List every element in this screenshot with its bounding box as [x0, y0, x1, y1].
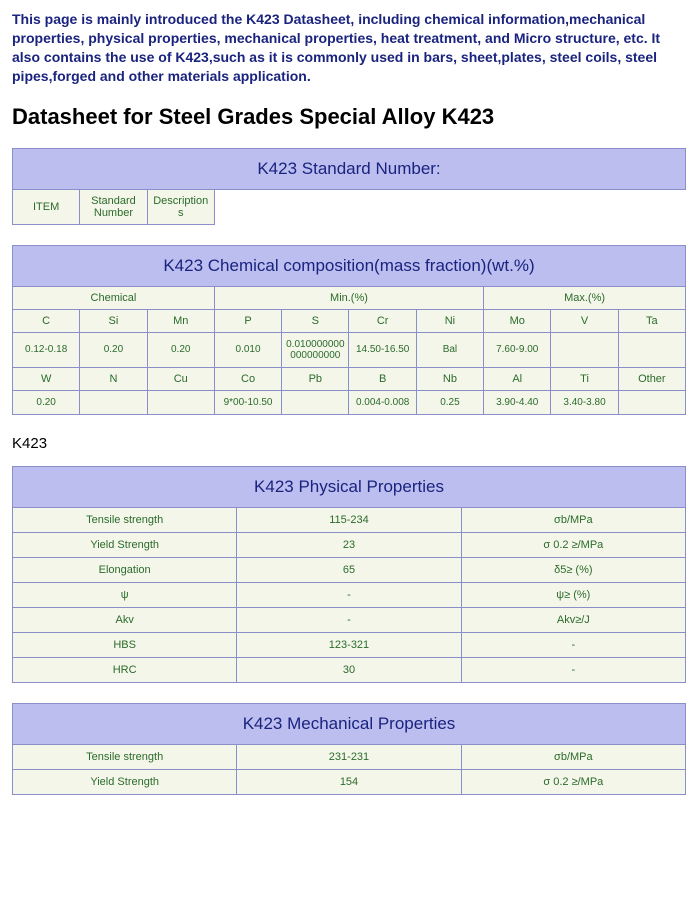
chem-row1-values: 0.12-0.18 0.20 0.20 0.010 0.010000000000… — [13, 332, 686, 367]
table-row: ψ - ψ≥ (%) — [13, 582, 686, 607]
table-row: Tensile strength 231-231 σb/MPa — [13, 744, 686, 769]
table-row: Tensile strength 115-234 σb/MPa — [13, 507, 686, 532]
physical-title: K423 Physical Properties — [13, 466, 686, 507]
table-row: Yield Strength 23 σ 0.2 ≥/MPa — [13, 532, 686, 557]
standard-title: K423 Standard Number: — [13, 148, 686, 189]
table-row: Yield Strength 154 σ 0.2 ≥/MPa — [13, 769, 686, 794]
table-row: HRC 30 - — [13, 657, 686, 682]
chem-group-max: Max.(%) — [484, 286, 686, 309]
table-row: Elongation 65 δ5≥ (%) — [13, 557, 686, 582]
mechanical-table: K423 Mechanical Properties Tensile stren… — [12, 703, 686, 795]
mechanical-title: K423 Mechanical Properties — [13, 703, 686, 744]
chem-group-chemical: Chemical — [13, 286, 215, 309]
chem-row2-labels: W N Cu Co Pb B Nb Al Ti Other — [13, 367, 686, 390]
table-row: Akv - Akv≥/J — [13, 607, 686, 632]
intro-paragraph: This page is mainly introduced the K423 … — [12, 10, 686, 86]
std-col-item: ITEM — [13, 189, 80, 224]
chem-group-min: Min.(%) — [214, 286, 483, 309]
section-label: K423 — [12, 435, 686, 452]
physical-table: K423 Physical Properties Tensile strengt… — [12, 466, 686, 683]
chemical-title: K423 Chemical composition(mass fraction)… — [13, 245, 686, 286]
chem-row1-labels: C Si Mn P S Cr Ni Mo V Ta — [13, 309, 686, 332]
table-row: HBS 123-321 - — [13, 632, 686, 657]
chemical-table: K423 Chemical composition(mass fraction)… — [12, 245, 686, 415]
std-col-desc: Descriptions — [147, 189, 214, 224]
page-heading: Datasheet for Steel Grades Special Alloy… — [12, 104, 686, 130]
standard-number-table: K423 Standard Number: ITEM Standard Numb… — [12, 148, 686, 225]
std-col-number: Standard Number — [80, 189, 147, 224]
chem-row2-values: 0.20 9*00-10.50 0.004-0.008 0.25 3.90-4.… — [13, 390, 686, 414]
